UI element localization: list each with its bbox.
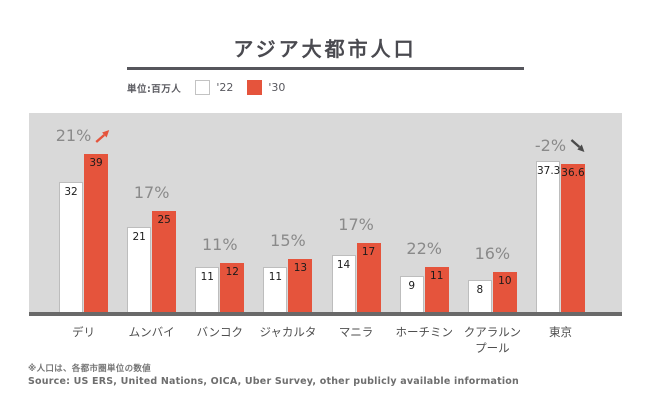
bar-2022: 11 xyxy=(195,267,220,312)
bar-value-label: 14 xyxy=(336,259,351,272)
bar-value-label: 11 xyxy=(268,271,283,284)
x-axis-label: デリ xyxy=(72,325,95,339)
bar-value-label: 32 xyxy=(64,186,78,199)
pct-change-label: 21% xyxy=(56,128,112,144)
pct-change-value: 15% xyxy=(270,231,306,251)
bar-value-label: 37.3 xyxy=(536,164,561,177)
pct-change-value: 16% xyxy=(474,243,511,263)
pct-change-value: 21% xyxy=(55,126,92,146)
bar-group: 17% 14 17 マニラ xyxy=(331,217,381,339)
x-axis-label: ホーチミン xyxy=(395,325,453,339)
pct-change-label: 11% xyxy=(202,237,238,253)
legend-swatch-2030 xyxy=(247,80,263,95)
bar-2030: 17 xyxy=(356,243,381,312)
bar-2022: 14 xyxy=(331,255,356,312)
bar-value-label: 11 xyxy=(200,271,214,284)
bar-value-label: 9 xyxy=(408,279,416,292)
bar-2030: 13 xyxy=(288,259,313,312)
bar-2030: 36.6 xyxy=(560,163,585,312)
title-underline xyxy=(127,67,524,70)
bar-value-label: 39 xyxy=(89,157,103,170)
bar-value-label: 10 xyxy=(498,274,512,287)
bar-group: 11% 11 12 バンコク xyxy=(195,237,245,339)
bar-2030: 39 xyxy=(84,154,108,312)
x-axis-label: ジャカルタ xyxy=(259,325,317,339)
bar-2030: 10 xyxy=(492,271,517,312)
bar-2022: 8 xyxy=(467,279,492,312)
pct-change-label: 17% xyxy=(133,182,170,202)
bar-2030: 11 xyxy=(424,267,449,312)
bar-value-label: 13 xyxy=(293,262,308,275)
x-axis-label: マニラ xyxy=(338,325,374,339)
footnote: ※人口は、各都市圏単位の数値 xyxy=(28,364,151,374)
bar-2030: 12 xyxy=(220,263,245,312)
bar-value-label: 36.6 xyxy=(561,166,585,179)
x-axis-label: バンコク xyxy=(196,325,244,339)
bar-group: 16% 8 10 クアラルンプール xyxy=(464,245,521,355)
x-axis-label: 東京 xyxy=(548,325,572,339)
pct-change-label: -2% xyxy=(534,135,586,155)
bar-value-label: 21 xyxy=(132,230,146,243)
bar-2022: 21 xyxy=(127,226,152,312)
bar-group: 22% 9 11 ホーチミン xyxy=(395,241,453,339)
pct-change-value: 17% xyxy=(338,215,374,235)
trend-up-arrow-icon xyxy=(95,129,110,143)
pct-change-label: 22% xyxy=(406,241,442,257)
legend: 単位:百万人 '22 '30 xyxy=(127,79,285,96)
bar-groups: 21% 32 39 デリ 17% 21 25 ムンバイ 11% 11 12 バンコク 15% 11 13 ジャ… xyxy=(29,113,622,355)
pct-change-label: 17% xyxy=(338,217,374,233)
bar-2022: 37.3 xyxy=(535,160,561,312)
chart-title: アジア大都市人口 xyxy=(233,37,417,61)
bar-group: -2% 37.3 36.6 東京 xyxy=(535,137,585,339)
trend-down-arrow-icon xyxy=(570,139,585,153)
legend-label-2030: '30 xyxy=(268,81,286,94)
pct-change-value: 17% xyxy=(133,182,170,202)
bar-value-label: 11 xyxy=(430,270,444,283)
pct-change-label: 15% xyxy=(270,233,306,249)
x-axis-label: ムンバイ xyxy=(128,325,175,339)
legend-unit-label: 単位:百万人 xyxy=(127,83,182,95)
bar-group: 21% 32 39 デリ xyxy=(56,128,110,339)
bar-2022: 11 xyxy=(263,267,288,312)
bar-group: 17% 21 25 ムンバイ xyxy=(127,184,177,339)
bar-value-label: 8 xyxy=(476,283,484,296)
x-axis-label: クアラルンプール xyxy=(463,325,521,355)
pct-change-value: 22% xyxy=(406,239,442,259)
bar-2022: 9 xyxy=(399,275,424,312)
bar-group: 15% 11 13 ジャカルタ xyxy=(259,233,316,339)
legend-label-2022: '22 xyxy=(216,81,234,94)
pct-change-value: -2% xyxy=(534,135,567,155)
bar-value-label: 17 xyxy=(361,246,376,259)
bar-value-label: 25 xyxy=(157,213,171,226)
pct-change-value: 11% xyxy=(202,235,238,255)
bar-2030: 25 xyxy=(152,210,177,312)
legend-swatch-2022 xyxy=(195,80,211,95)
plot-area: 21% 32 39 デリ 17% 21 25 ムンバイ 11% 11 12 バンコク 15% 11 13 ジャ… xyxy=(29,113,622,355)
source-attribution: Source: US ERS, United Nations, OICA, Ub… xyxy=(28,376,519,387)
bar-2022: 32 xyxy=(59,182,83,312)
pct-change-label: 16% xyxy=(474,243,511,263)
bar-value-label: 12 xyxy=(225,266,239,279)
